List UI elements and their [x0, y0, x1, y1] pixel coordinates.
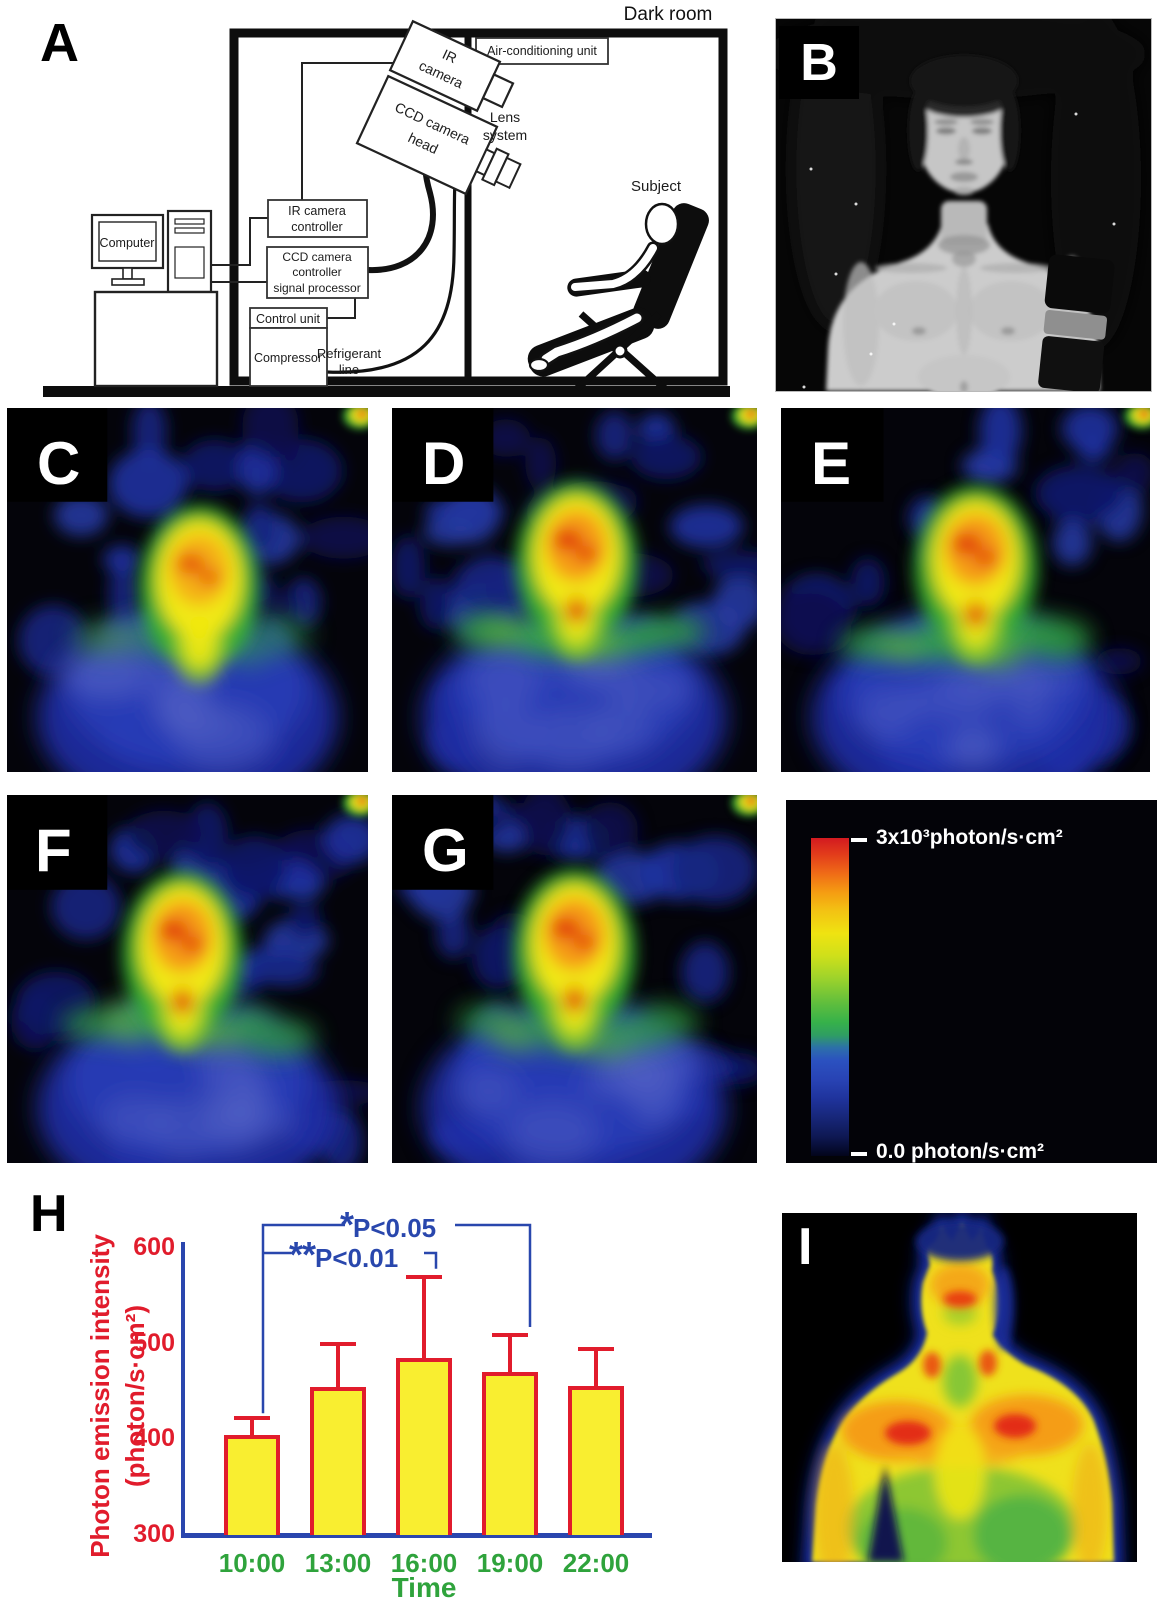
panel-thermography: I: [782, 1213, 1137, 1562]
error-bar-cap: [578, 1347, 614, 1352]
air-conditioning-label: Air-conditioning unit: [487, 44, 597, 58]
photon-image-d: [392, 408, 757, 772]
setup-diagram: Computer IR camera controller CCD camera…: [43, 4, 730, 397]
photon-image-c: [7, 408, 368, 772]
computer-label: Computer: [100, 236, 155, 250]
y-tick-label: 300: [133, 1520, 175, 1548]
panel-photon-e: E: [781, 408, 1150, 772]
panel-bar-chart: H Photon emission intensity (photon/s·cm…: [0, 1180, 730, 1603]
lens-system-label-1: Lens: [490, 109, 520, 125]
lens-ring-3: [494, 156, 522, 190]
ccd-controller-label-1: CCD camera: [282, 250, 352, 264]
air-conditioning-box: [475, 37, 609, 65]
tower-slot-1: [174, 218, 205, 225]
dark-room-label: Dark room: [624, 4, 713, 25]
colorbar-gradient: [811, 838, 849, 1156]
colorbar-min-label: 0.0 photon/s·cm²: [876, 1140, 1045, 1163]
panel-label-f: F: [35, 817, 72, 884]
lens-system-label-2: system: [483, 127, 527, 143]
subject-figure: [528, 202, 680, 373]
significance-stars: **: [289, 1234, 316, 1275]
panel-label-g: G: [422, 817, 469, 884]
panel-label-b-box: B: [779, 26, 859, 99]
error-bar-cap: [320, 1341, 356, 1346]
error-bar-stem: [508, 1335, 512, 1373]
x-tick-label: 19:00: [476, 1548, 544, 1578]
ir-camera-connector: [481, 73, 515, 109]
panel-photon-f: F: [7, 795, 368, 1163]
error-bar-stem: [250, 1418, 254, 1435]
colorbar-panel: 3x10³photon/s·cm² 0.0 photon/s·cm²: [786, 800, 1157, 1163]
x-tick-label: 13:00: [304, 1548, 372, 1578]
tower-slot-2: [174, 227, 205, 234]
bar-13:00: [310, 1386, 366, 1535]
ir-camera-controller-label-1: IR camera: [288, 204, 346, 218]
panel-photon-d: D: [392, 408, 757, 772]
photon-image-g: [392, 795, 757, 1163]
x-axis-label: Time: [391, 1572, 457, 1603]
panel-subject-photo: B: [775, 18, 1152, 392]
floor: [43, 386, 730, 397]
error-bar-cap: [492, 1333, 528, 1338]
ccd-controller-label-2: controller: [292, 265, 341, 279]
panel-label-a: A: [40, 13, 79, 73]
y-axis: [181, 1242, 185, 1537]
error-bar-stem: [422, 1276, 426, 1358]
refrigerant-line-label-2: line: [339, 362, 359, 377]
monitor-stand: [122, 267, 133, 280]
bar-22:00: [568, 1385, 624, 1535]
significance-p-value: P<0.01: [315, 1243, 399, 1273]
panel-label-d: D: [422, 430, 466, 497]
panel-label-c: C: [37, 430, 81, 497]
error-bar-stem: [594, 1349, 598, 1386]
photon-image-f: [7, 795, 368, 1163]
x-axis: [181, 1533, 652, 1538]
y-tick-label: 400: [133, 1424, 175, 1453]
bar-16:00: [396, 1358, 452, 1535]
ir-camera: IR camera: [388, 19, 515, 113]
error-bar-cap: [406, 1274, 442, 1279]
ccd-controller-label-3: signal processor: [273, 281, 360, 295]
tower-panel: [174, 246, 205, 279]
refrigerant-line-label-1: Refrigerant: [317, 346, 382, 361]
computer-to-ir-controller-line: [210, 217, 268, 266]
panel-label-b: B: [800, 33, 838, 92]
panel-label-i: I: [798, 1218, 813, 1276]
ccd-controller-box: [266, 246, 369, 299]
control-unit-label: Control unit: [256, 312, 320, 326]
x-tick-label: 16:00: [390, 1548, 458, 1578]
x-tick-label: 22:00: [562, 1548, 630, 1578]
colorbar-tick-max: [851, 838, 867, 842]
panel-photon-g: G: [392, 795, 757, 1163]
ir-camera-conduit: [301, 62, 413, 202]
error-bar-stem: [336, 1343, 340, 1387]
ir-camera-controller-box: [267, 199, 368, 238]
colorbar-tick-min: [851, 1152, 867, 1156]
desk: [93, 290, 219, 388]
ir-camera-controller-label-2: controller: [291, 220, 342, 234]
panel-setup-diagram: A Computer IR camera controller CCD came…: [25, 0, 730, 400]
subject-label: Subject: [631, 178, 682, 195]
x-tick-label: 10:00: [218, 1548, 286, 1578]
compressor-box: [249, 327, 328, 387]
colorbar-max-label: 3x10³photon/s·cm²: [876, 826, 1063, 849]
significance-label-2: **P<0.01: [289, 1234, 398, 1276]
panel-label-e: E: [811, 430, 852, 497]
panel-photon-c: C: [7, 408, 368, 772]
ir-camera-label-1: IR: [440, 46, 459, 66]
panel-label-h: H: [30, 1185, 68, 1243]
y-tick-label: 600: [133, 1233, 175, 1261]
monitor-screen: [98, 221, 157, 262]
y-tick-label: 500: [133, 1328, 175, 1357]
thermography-image: [782, 1213, 1137, 1562]
compressor-label: Compressor: [254, 351, 322, 365]
bar-19:00: [482, 1372, 538, 1535]
ccd-camera-head: CCD camera head: [355, 74, 522, 196]
error-bar-cap: [234, 1416, 270, 1421]
photon-image-e: [781, 408, 1150, 772]
ccd-to-control-line: [327, 298, 356, 319]
monitor-base: [111, 278, 145, 286]
bar-10:00: [224, 1434, 280, 1535]
